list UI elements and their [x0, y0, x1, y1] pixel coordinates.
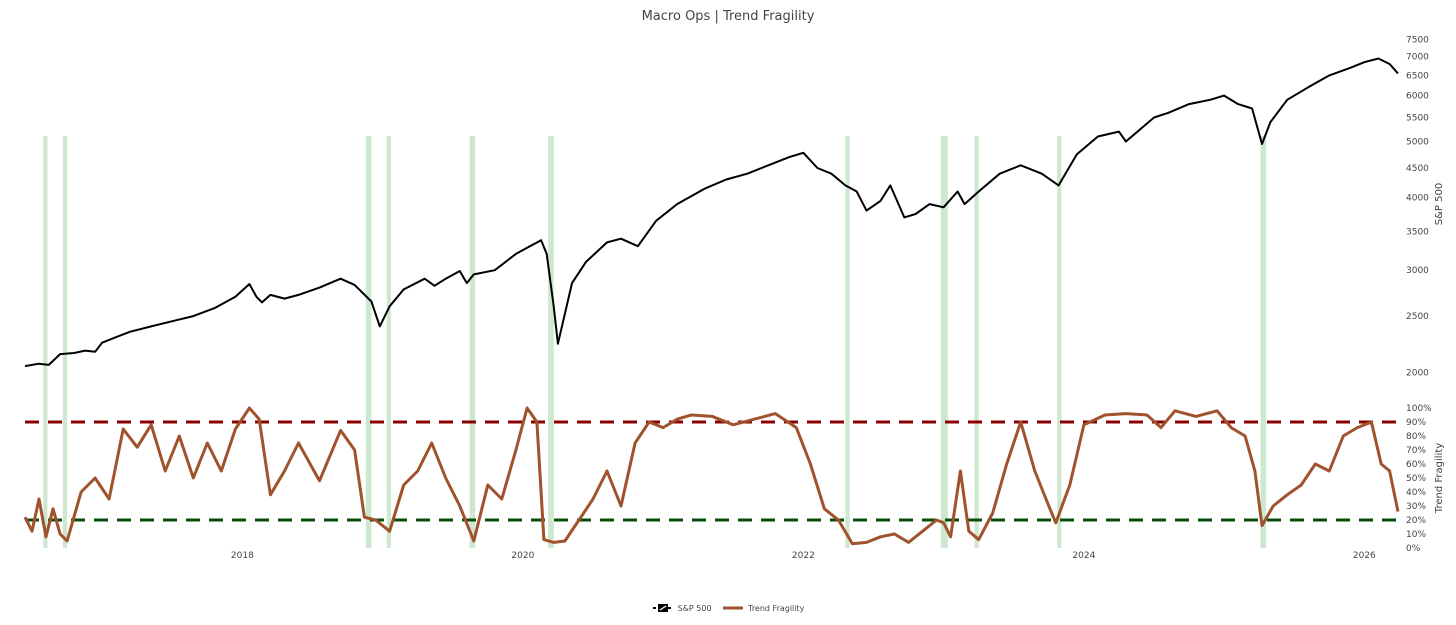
series-line-trend-fragility — [23, 406, 1400, 546]
sp500-tick-label-2500: 2500 — [1406, 312, 1429, 322]
sp500-tick-label-6500: 6500 — [1406, 71, 1429, 81]
legend-item-trend-fragility[interactable]: Trend Fragility — [722, 603, 804, 613]
legend-label-sp500: S&P 500 — [677, 603, 712, 613]
fragility-tick-label-90pct: 90% — [1406, 418, 1426, 428]
legend-item-sp500[interactable]: S&P 500 — [652, 603, 712, 613]
sp500-tick-label-5500: 5500 — [1406, 113, 1429, 123]
highlight-band-4 — [469, 136, 476, 548]
sp500-tick-label-3000: 3000 — [1406, 266, 1429, 276]
fragility-tick-label-10pct: 10% — [1406, 530, 1426, 540]
legend-label-trend-fragility: Trend Fragility — [748, 603, 805, 613]
x-tick-label-2018: 2018 — [231, 551, 254, 561]
legend-swatch-trend-fragility — [723, 606, 744, 610]
fragility-tick-label-50pct: 50% — [1406, 474, 1426, 484]
x-tick-label-2024: 2024 — [1072, 551, 1095, 561]
series-line-sp500 — [24, 57, 1399, 368]
highlight-band-9 — [1057, 136, 1062, 548]
sp500-tick-label-2000: 2000 — [1406, 368, 1429, 378]
sp500-tick-label-7500: 7500 — [1406, 35, 1429, 45]
highlight-band-8 — [974, 136, 979, 548]
highlight-band-5 — [548, 136, 554, 548]
sp500-axis-title: S&P 500 — [1434, 183, 1445, 225]
highlight-bands — [43, 136, 1267, 548]
fragility-tick-label-30pct: 30% — [1406, 502, 1426, 512]
highlight-band-2 — [365, 136, 372, 548]
fragility-tick-label-0pct: 0% — [1406, 544, 1421, 554]
x-tick-label-2026: 2026 — [1353, 551, 1376, 561]
highlight-band-7 — [940, 136, 948, 548]
highlight-band-3 — [386, 136, 392, 548]
highlight-band-1 — [62, 136, 68, 548]
highlight-band-6 — [845, 136, 850, 548]
sp500-tick-label-6000: 6000 — [1406, 92, 1429, 102]
reference-lines — [25, 420, 1398, 522]
chart-title: Macro Ops | Trend Fragility — [641, 9, 815, 24]
fragility-tick-label-80pct: 80% — [1406, 432, 1426, 442]
trend-fragility-axis-title: Trend Fragility — [1434, 443, 1445, 514]
series-lines — [23, 57, 1400, 546]
sp500-tick-label-4000: 4000 — [1406, 194, 1429, 204]
highlight-band-0 — [43, 136, 48, 548]
x-axis: 2018 2020 2022 2024 2026 — [231, 551, 1376, 561]
sp500-axis: 2000 2500 3000 3500 4000 4500 5000 5500 6000 6500… — [1406, 35, 1445, 378]
sp500-tick-label-5000: 5000 — [1406, 137, 1429, 147]
sp500-tick-label-4500: 4500 — [1406, 164, 1429, 174]
fragility-tick-label-100pct: 100% — [1406, 404, 1432, 414]
sp500-tick-label-3500: 3500 — [1406, 227, 1429, 237]
sp500-tick-label-7000: 7000 — [1406, 53, 1429, 63]
fragility-tick-label-20pct: 20% — [1406, 516, 1426, 526]
fragility-tick-label-70pct: 70% — [1406, 446, 1426, 456]
fragility-tick-label-60pct: 60% — [1406, 460, 1426, 470]
x-tick-label-2020: 2020 — [511, 551, 534, 561]
legend-swatch-sp500 — [652, 604, 673, 612]
legend: S&P 500 Trend Fragility — [0, 603, 1456, 615]
highlight-band-10 — [1260, 136, 1267, 548]
fragility-tick-label-40pct: 40% — [1406, 488, 1426, 498]
x-tick-label-2022: 2022 — [792, 551, 815, 561]
trend-fragility-axis: 0% 10% 20% 30% 40% 50% 60% 70% 80% 90% 100% Trend F… — [1406, 404, 1445, 554]
